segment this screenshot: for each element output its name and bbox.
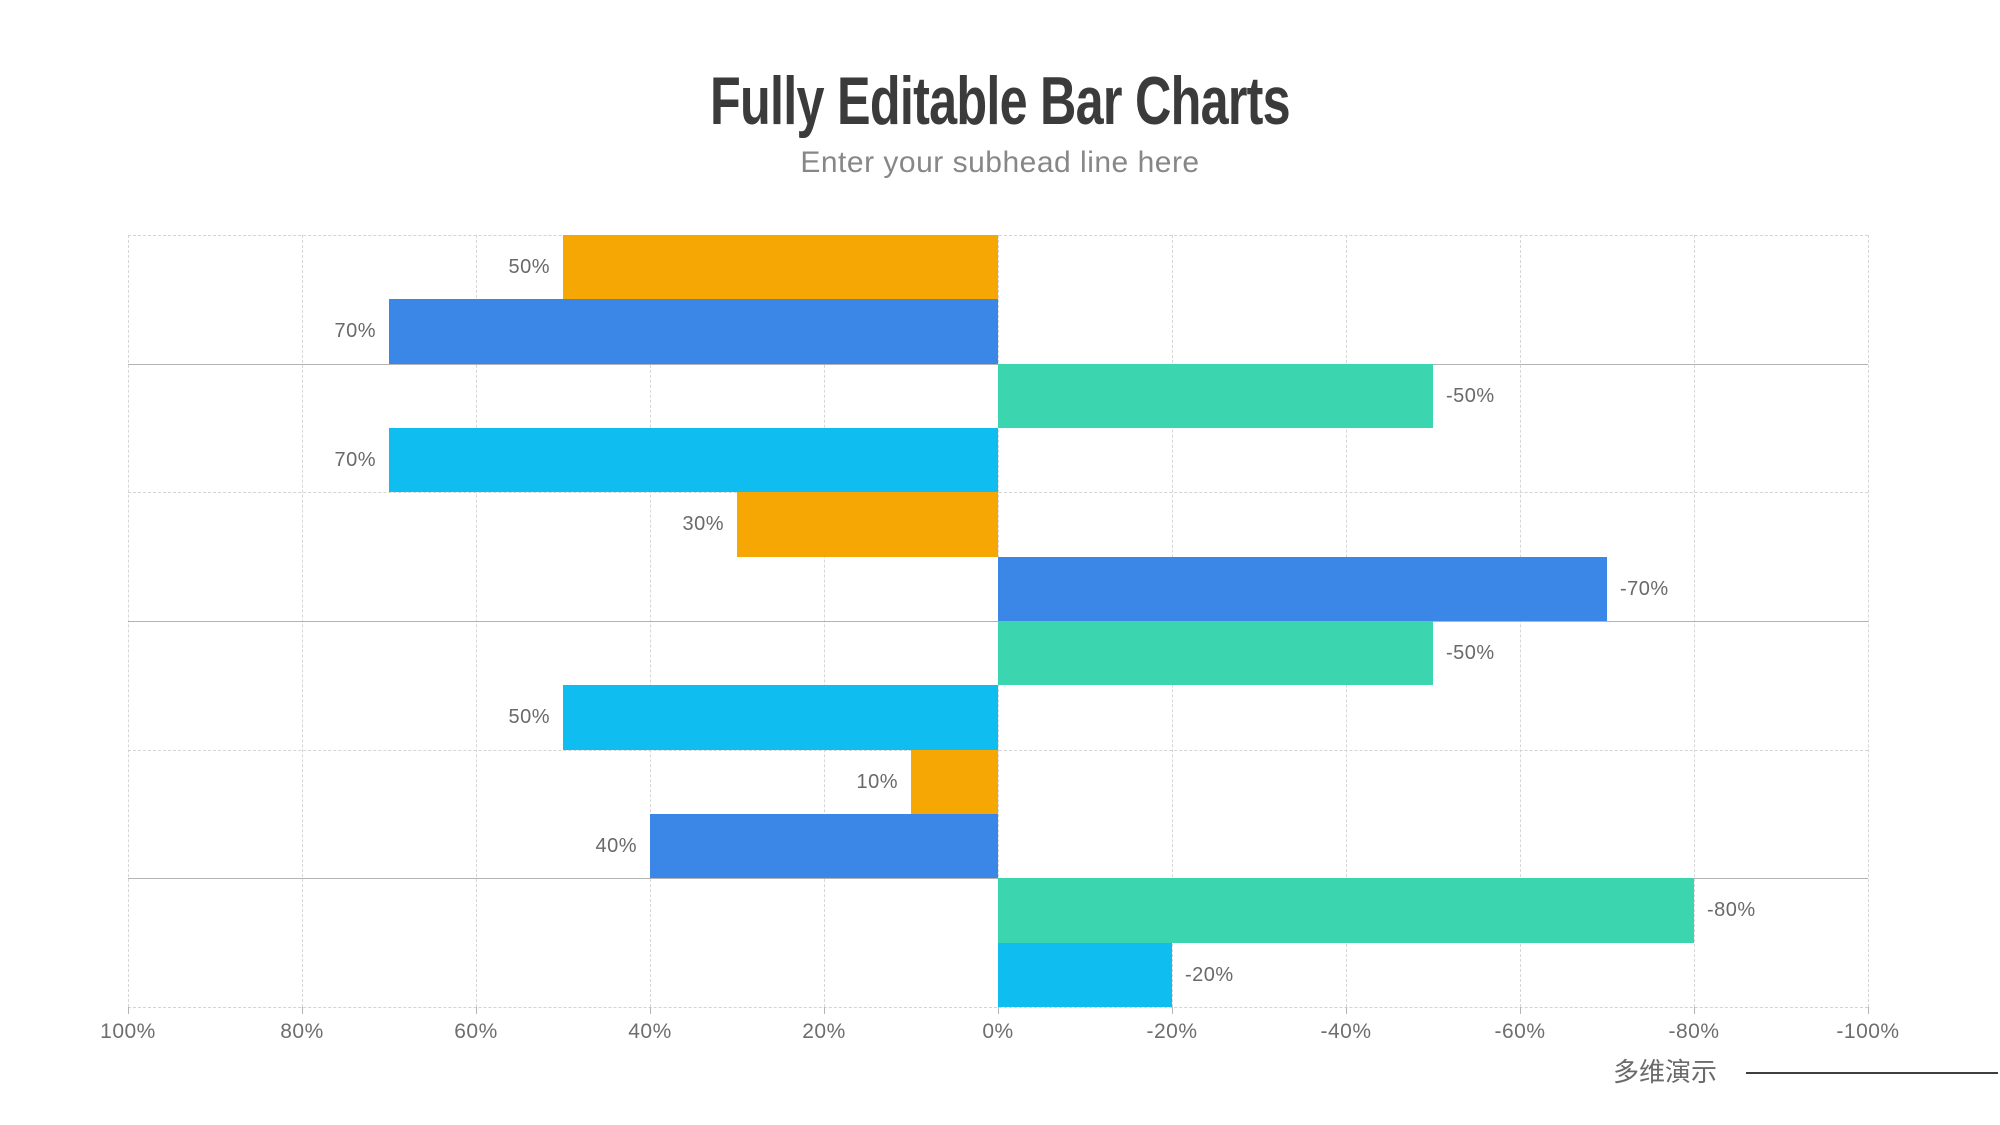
x-axis-tick-label: -60% (1494, 1020, 1546, 1043)
bar-value-label: -70% (1620, 577, 1669, 600)
bar-value-label: 10% (856, 770, 898, 793)
x-axis-tick (1694, 1007, 1695, 1014)
bar-value-label: -50% (1446, 384, 1495, 407)
bar-value-label: 70% (334, 320, 376, 343)
row-separator (128, 492, 1868, 494)
x-axis-tick (650, 1007, 651, 1014)
bar-value-label: -80% (1707, 899, 1756, 922)
x-axis-tick-label: -20% (1146, 1020, 1198, 1043)
plot-top-border (128, 235, 1868, 236)
x-axis-tick (1346, 1007, 1347, 1014)
bar-cyan (389, 428, 998, 493)
vertical-gridline (1868, 235, 1869, 1007)
x-axis-tick-label: 20% (802, 1020, 846, 1043)
bar-value-label: 30% (682, 513, 724, 536)
bar-value-label: 50% (508, 706, 550, 729)
footer-line (1746, 1072, 1998, 1074)
bar-blue (650, 814, 998, 879)
x-axis-tick (1172, 1007, 1173, 1014)
x-axis-tick-label: 0% (982, 1020, 1014, 1043)
bar-orange (911, 749, 998, 814)
x-axis-tick-label: 80% (280, 1020, 324, 1043)
x-axis-tick-label: -40% (1320, 1020, 1372, 1043)
bar-orange (737, 492, 998, 557)
x-axis-tick (128, 1007, 129, 1014)
bar-value-label: 50% (508, 256, 550, 278)
bars-layer (128, 235, 1868, 1007)
x-axis-tick-label: -100% (1836, 1020, 1900, 1043)
x-axis-tick-label: 60% (454, 1020, 498, 1043)
bar-labels-layer: 50% 70% -50% 70% 30% -70% -50% 50% 10% 40% -80% -20… (128, 235, 1868, 1007)
bar-value-label: -20% (1185, 963, 1234, 986)
bar-cyan (998, 942, 1172, 1007)
x-axis-tick (998, 1007, 999, 1014)
page-subtitle: Enter your subhead line here (800, 146, 1200, 179)
bar-value-label: -50% (1446, 642, 1495, 664)
bar-value-label: 40% (595, 835, 637, 857)
row-separator (128, 749, 1868, 751)
bar-cyan (563, 685, 998, 750)
page-title: Fully Editable Bar Charts (710, 63, 1291, 139)
x-axis-layer: 100% 80% 60% 40% 20% 0% -20% -40% -60% -80% -100% (100, 235, 1899, 1043)
bar-orange (563, 235, 998, 300)
bar-green (998, 878, 1694, 943)
bar-value-label: 70% (334, 449, 376, 471)
x-axis-tick-label: 100% (100, 1020, 156, 1043)
bar-chart: 50% 70% -50% 70% 30% -70% -50% 50% 10% 40% -80% -20… (100, 235, 1899, 1043)
bar-green (998, 363, 1433, 428)
x-axis-tick (476, 1007, 477, 1014)
bar-blue (998, 556, 1607, 621)
bar-blue (389, 299, 998, 364)
x-axis-tick (824, 1007, 825, 1014)
x-axis-tick-label: 40% (628, 1020, 672, 1043)
brand-text: 多维演示 (1612, 1057, 1717, 1087)
x-axis-tick (1520, 1007, 1521, 1014)
x-axis-tick (1868, 1007, 1869, 1014)
bar-green (998, 621, 1433, 686)
x-axis-tick-label: -80% (1668, 1020, 1720, 1043)
x-axis-tick (302, 1007, 303, 1014)
